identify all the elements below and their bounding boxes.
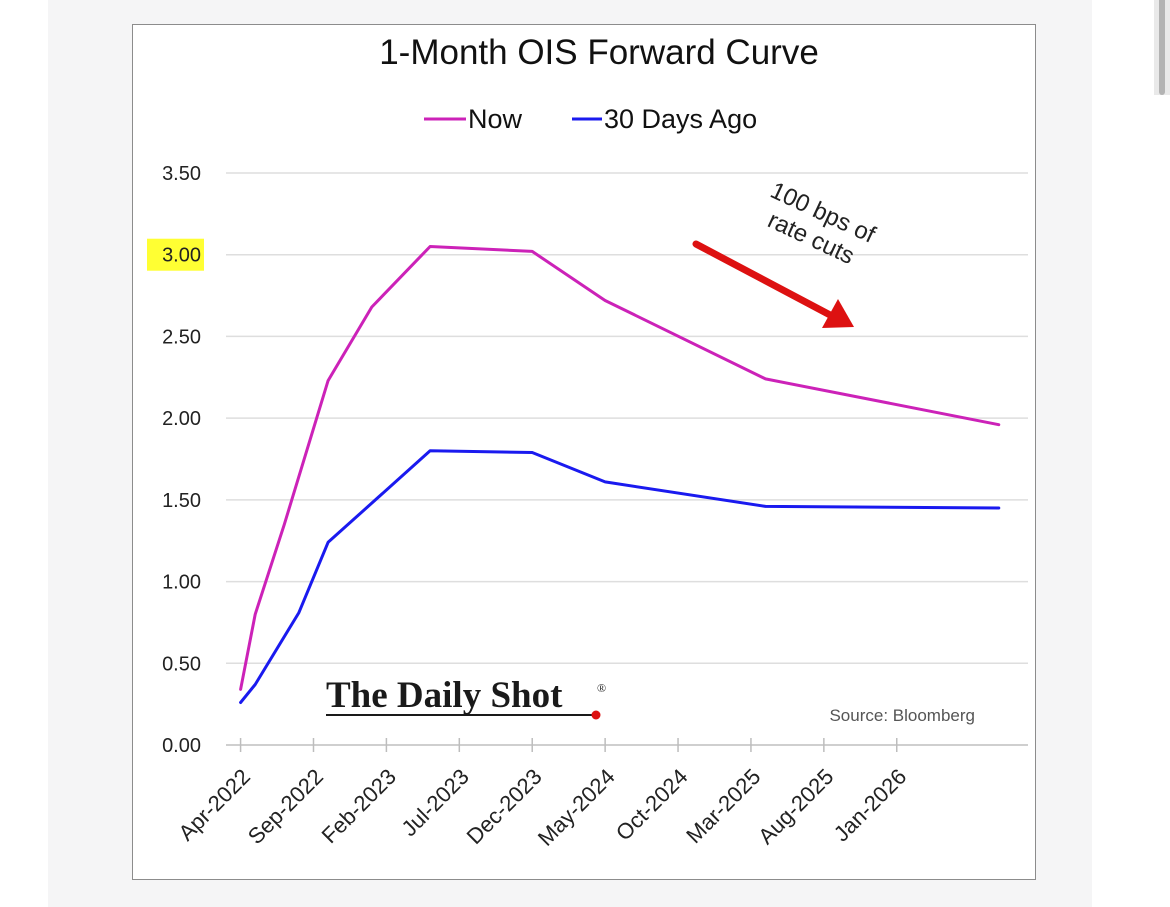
xtick-label: Apr-2022 (173, 764, 255, 846)
rate-cuts-annotation: 100 bps of rate cuts (692, 177, 880, 328)
the-daily-shot-logo: The Daily Shot ® (326, 675, 606, 720)
ytick-label: 3.50 (162, 163, 201, 185)
y-axis: 0.00 0.50 1.00 1.50 2.00 2.50 3.00 3.50 (147, 163, 204, 757)
ytick-label: 2.00 (162, 408, 201, 430)
source-label: Source: Bloomberg (829, 706, 975, 725)
annotation-arrow-shaft (692, 240, 836, 320)
registered-mark: ® (597, 681, 606, 695)
x-axis: Apr-2022Sep-2022Feb-2023Jul-2023Dec-2023… (173, 738, 1028, 851)
series-line-1 (239, 449, 1001, 704)
legend-label: 30 Days Ago (604, 104, 757, 134)
ytick-label: 1.50 (162, 490, 201, 512)
annotation-arrow-head (822, 299, 854, 328)
xtick-label: May-2024 (533, 764, 620, 851)
scrollbar-thumb[interactable] (1159, 0, 1165, 95)
ytick-label: 2.50 (162, 326, 201, 348)
gridlines (226, 172, 1028, 665)
series-line-0 (239, 245, 1001, 691)
ytick-highlight (147, 238, 204, 271)
xtick-label: Feb-2023 (317, 764, 401, 848)
ytick-label: 0.50 (162, 653, 201, 675)
scrollbar[interactable] (1154, 0, 1170, 95)
xtick-label: Mar-2025 (681, 764, 765, 848)
ytick-label: 1.00 (162, 572, 201, 594)
xtick-label: Jan-2026 (829, 764, 912, 847)
series-lines (239, 245, 1001, 704)
ytick-label: 0.00 (162, 735, 201, 757)
chart-title: 1-Month OIS Forward Curve (379, 33, 819, 72)
xtick-label: Aug-2025 (753, 764, 838, 849)
xtick-label: Dec-2023 (462, 764, 547, 849)
legend-label: Now (468, 104, 523, 134)
xtick-label: Sep-2022 (243, 764, 328, 849)
ytick-label: 3.00 (162, 245, 201, 267)
logo-red-dot (591, 710, 601, 720)
legend: Now 30 Days Ago (424, 104, 757, 134)
xtick-label: Oct-2024 (611, 764, 693, 846)
chart-card (132, 24, 1036, 880)
logo-text: The Daily Shot (326, 675, 563, 716)
